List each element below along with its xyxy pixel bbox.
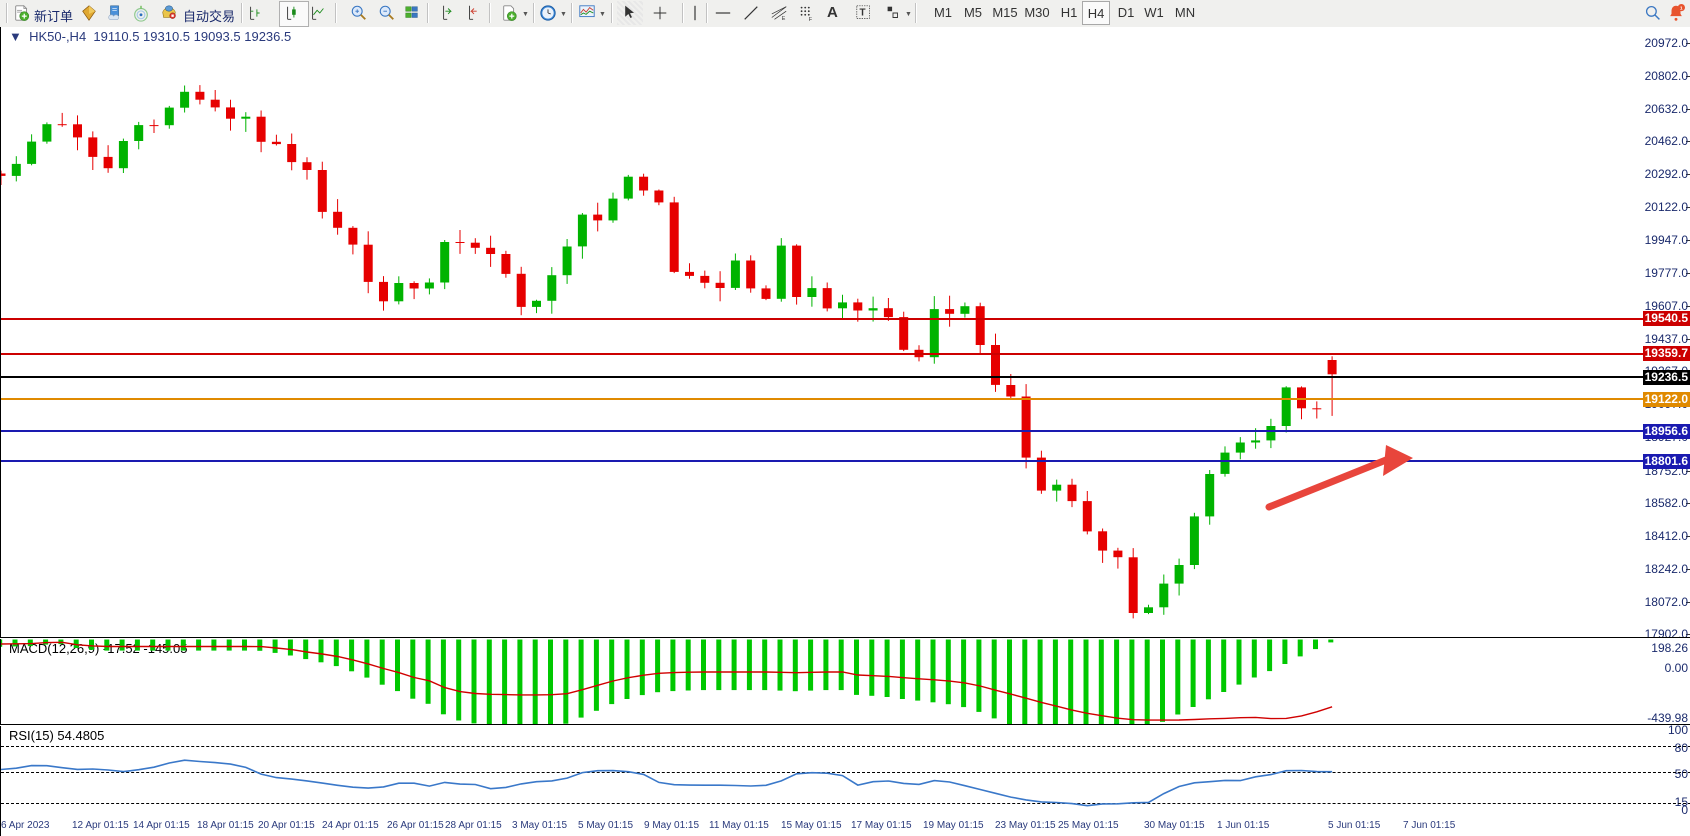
svg-text:E: E: [782, 16, 786, 22]
svg-text:F: F: [809, 17, 813, 22]
svg-text:T: T: [860, 8, 866, 19]
svg-text:1: 1: [1680, 6, 1683, 12]
